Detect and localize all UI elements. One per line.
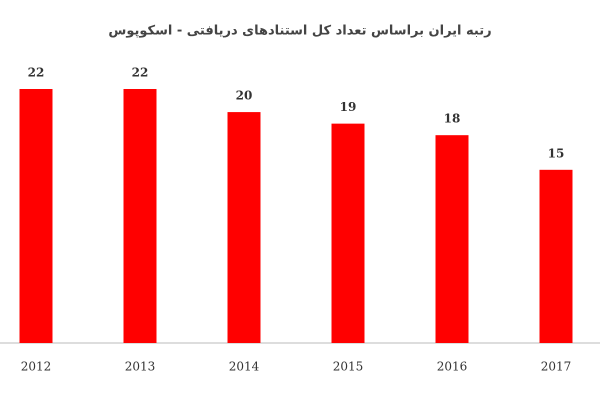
bar	[331, 123, 365, 344]
data-label: 20	[236, 89, 253, 103]
bar	[19, 89, 53, 343]
bar	[435, 135, 469, 343]
bar	[539, 169, 573, 343]
data-label: 22	[132, 66, 149, 80]
bar	[123, 89, 157, 343]
data-label: 22	[28, 66, 45, 80]
x-tick-label: 2013	[125, 360, 156, 374]
x-tick-label: 2015	[333, 360, 364, 374]
data-label: 15	[548, 146, 565, 160]
data-label: 18	[444, 112, 461, 126]
data-label: 19	[340, 100, 357, 114]
x-tick-label: 2016	[437, 360, 468, 374]
x-tick-label: 2014	[229, 360, 260, 374]
x-tick-label: 2012	[21, 360, 52, 374]
bar	[227, 112, 261, 343]
chart-title: رتبه ایران براساس تعداد کل استنادهای دری…	[108, 24, 491, 39]
x-tick-label: 2017	[541, 360, 572, 374]
